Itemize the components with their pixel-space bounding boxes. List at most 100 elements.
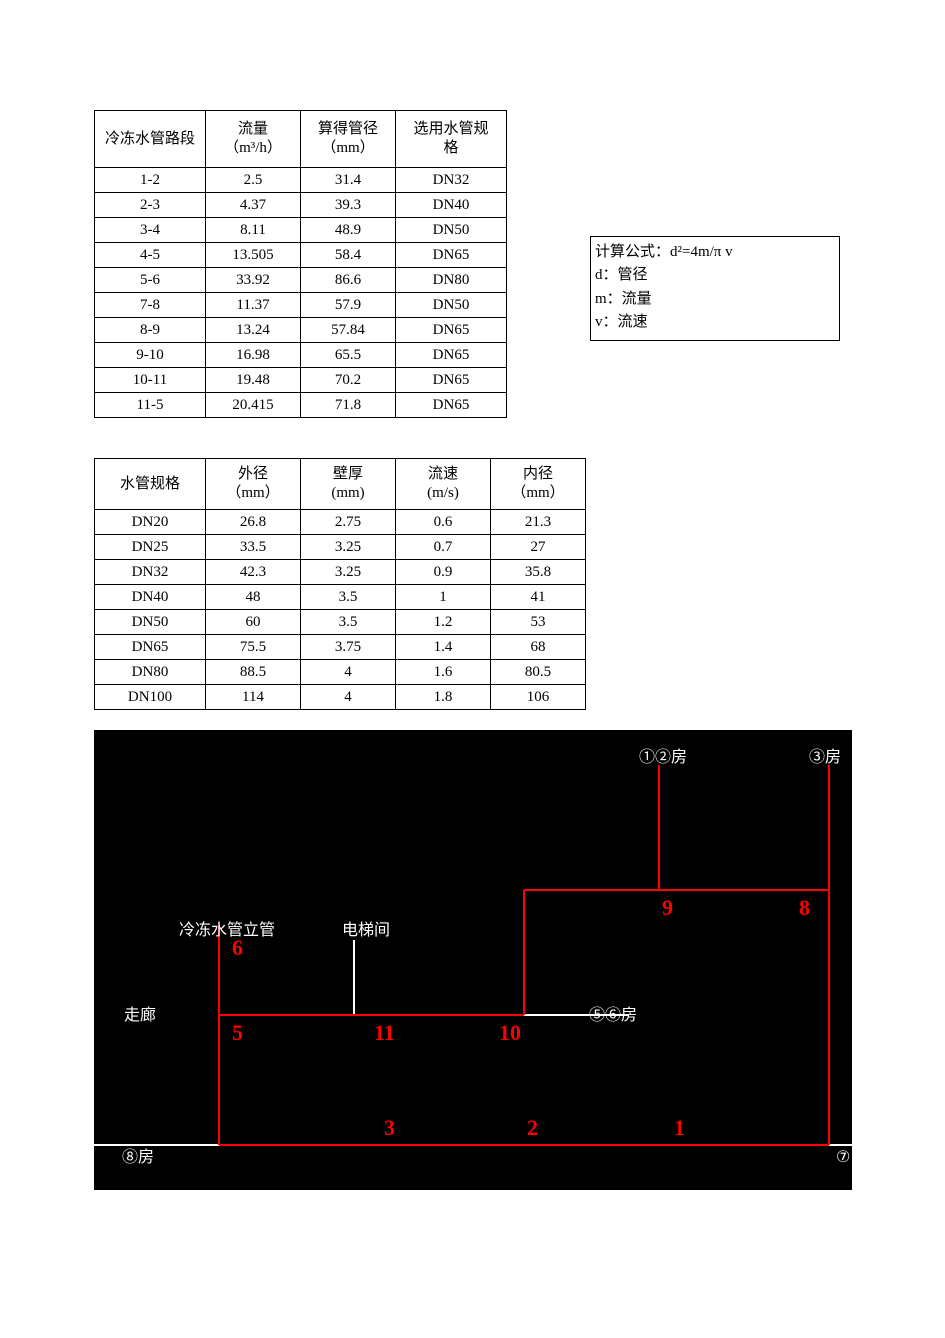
table-cell: DN65 bbox=[396, 393, 507, 418]
table-cell: DN65 bbox=[396, 243, 507, 268]
table-header-row: 冷冻水管路段 流量（m³/h） 算得管径（mm） 选用水管规格 bbox=[95, 111, 507, 168]
table-cell: DN80 bbox=[95, 660, 206, 685]
pipe-layout-diagram: 走廊冷冻水管立管电梯间①②房③房⑤⑥房⑦⑧房12356111098 bbox=[94, 730, 852, 1190]
diagram-label: ⑦ bbox=[836, 1149, 850, 1166]
table-row: 10-1119.4870.2DN65 bbox=[95, 368, 507, 393]
table-cell: 3.25 bbox=[301, 535, 396, 560]
diagram-label: 2 bbox=[527, 1115, 538, 1140]
table-cell: 9-10 bbox=[95, 343, 206, 368]
table-cell: 33.92 bbox=[206, 268, 301, 293]
table-cell: DN32 bbox=[396, 168, 507, 193]
table-cell: 1-2 bbox=[95, 168, 206, 193]
table-cell: DN65 bbox=[396, 318, 507, 343]
table-row: 11-520.41571.8DN65 bbox=[95, 393, 507, 418]
table-cell: DN100 bbox=[95, 685, 206, 710]
table-cell: 21.3 bbox=[491, 510, 586, 535]
pipe-spec-table: 水管规格 外径（mm） 壁厚(mm) 流速(m/s) 内径（mm） DN2026… bbox=[94, 458, 586, 710]
diagram-label: ①②房 bbox=[639, 748, 687, 766]
table-cell: 13.505 bbox=[206, 243, 301, 268]
table-cell: 2-3 bbox=[95, 193, 206, 218]
table-cell: 57.9 bbox=[301, 293, 396, 318]
table-cell: 58.4 bbox=[301, 243, 396, 268]
diagram-background bbox=[94, 730, 852, 1190]
table-cell: 19.48 bbox=[206, 368, 301, 393]
table-row: DN10011441.8106 bbox=[95, 685, 586, 710]
diagram-label: 走廊 bbox=[124, 1006, 156, 1024]
table-cell: 65.5 bbox=[301, 343, 396, 368]
table-row: 3-48.1148.9DN50 bbox=[95, 218, 507, 243]
table-cell: 80.5 bbox=[491, 660, 586, 685]
table-cell: 3.25 bbox=[301, 560, 396, 585]
diagram-label: ⑤⑥房 bbox=[589, 1006, 637, 1024]
formula-line: 计算公式：d²=4m/π v bbox=[595, 241, 835, 264]
table-row: 4-513.50558.4DN65 bbox=[95, 243, 507, 268]
table-row: DN3242.33.250.935.8 bbox=[95, 560, 586, 585]
table-cell: DN65 bbox=[95, 635, 206, 660]
table-cell: 4.37 bbox=[206, 193, 301, 218]
table-cell: 8.11 bbox=[206, 218, 301, 243]
formula-line: v：流速 bbox=[595, 311, 835, 334]
table-cell: DN50 bbox=[396, 218, 507, 243]
table-cell: DN80 bbox=[396, 268, 507, 293]
table-cell: 71.8 bbox=[301, 393, 396, 418]
table-cell: DN50 bbox=[95, 610, 206, 635]
table-cell: 3-4 bbox=[95, 218, 206, 243]
table-cell: 3.5 bbox=[301, 610, 396, 635]
table-cell: 33.5 bbox=[206, 535, 301, 560]
table-cell: 86.6 bbox=[301, 268, 396, 293]
col-calc-diameter: 算得管径（mm） bbox=[301, 111, 396, 168]
table-cell: 13.24 bbox=[206, 318, 301, 343]
table-cell: 8-9 bbox=[95, 318, 206, 343]
table-cell: 48.9 bbox=[301, 218, 396, 243]
table-cell: 10-11 bbox=[95, 368, 206, 393]
table-row: 8-913.2457.84DN65 bbox=[95, 318, 507, 343]
table-cell: 27 bbox=[491, 535, 586, 560]
table-cell: 3.5 bbox=[301, 585, 396, 610]
table-cell: 5-6 bbox=[95, 268, 206, 293]
table-cell: 1.6 bbox=[396, 660, 491, 685]
table-cell: 3.75 bbox=[301, 635, 396, 660]
table-cell: 0.6 bbox=[396, 510, 491, 535]
col-inner-diameter: 内径（mm） bbox=[491, 459, 586, 510]
diagram-label: 3 bbox=[384, 1115, 395, 1140]
table-row: 2-34.3739.3DN40 bbox=[95, 193, 507, 218]
table-cell: 1 bbox=[396, 585, 491, 610]
table-cell: 1.4 bbox=[396, 635, 491, 660]
table-cell: 16.98 bbox=[206, 343, 301, 368]
table1-body: 1-22.531.4DN322-34.3739.3DN403-48.1148.9… bbox=[95, 168, 507, 418]
col-spec: 水管规格 bbox=[95, 459, 206, 510]
table-cell: 11-5 bbox=[95, 393, 206, 418]
formula-line: d：管径 bbox=[595, 264, 835, 287]
diagram-label: 1 bbox=[674, 1115, 685, 1140]
table-row: 5-633.9286.6DN80 bbox=[95, 268, 507, 293]
diagram-label: 电梯间 bbox=[342, 921, 390, 939]
table-row: DN50603.51.253 bbox=[95, 610, 586, 635]
table-cell: 0.7 bbox=[396, 535, 491, 560]
table-cell: 68 bbox=[491, 635, 586, 660]
table-header-row: 水管规格 外径（mm） 壁厚(mm) 流速(m/s) 内径（mm） bbox=[95, 459, 586, 510]
table-cell: DN20 bbox=[95, 510, 206, 535]
col-segment: 冷冻水管路段 bbox=[95, 111, 206, 168]
table-cell: 39.3 bbox=[301, 193, 396, 218]
table-cell: 42.3 bbox=[206, 560, 301, 585]
table-cell: 48 bbox=[206, 585, 301, 610]
table-cell: 35.8 bbox=[491, 560, 586, 585]
table-row: DN8088.541.680.5 bbox=[95, 660, 586, 685]
table-row: DN6575.53.751.468 bbox=[95, 635, 586, 660]
table-cell: 1.8 bbox=[396, 685, 491, 710]
col-wall-thickness: 壁厚(mm) bbox=[301, 459, 396, 510]
table2-body: DN2026.82.750.621.3DN2533.53.250.727DN32… bbox=[95, 510, 586, 710]
table-cell: 114 bbox=[206, 685, 301, 710]
table-cell: 60 bbox=[206, 610, 301, 635]
col-flow: 流量（m³/h） bbox=[206, 111, 301, 168]
table-row: DN40483.5141 bbox=[95, 585, 586, 610]
table-cell: 11.37 bbox=[206, 293, 301, 318]
table-row: 9-1016.9865.5DN65 bbox=[95, 343, 507, 368]
table-cell: 20.415 bbox=[206, 393, 301, 418]
table-cell: DN25 bbox=[95, 535, 206, 560]
table-row: DN2533.53.250.727 bbox=[95, 535, 586, 560]
table-cell: 4-5 bbox=[95, 243, 206, 268]
table-cell: DN65 bbox=[396, 368, 507, 393]
table-cell: 4 bbox=[301, 660, 396, 685]
table-cell: 4 bbox=[301, 685, 396, 710]
